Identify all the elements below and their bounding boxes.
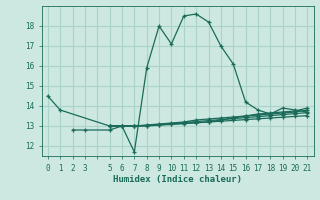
X-axis label: Humidex (Indice chaleur): Humidex (Indice chaleur): [113, 175, 242, 184]
